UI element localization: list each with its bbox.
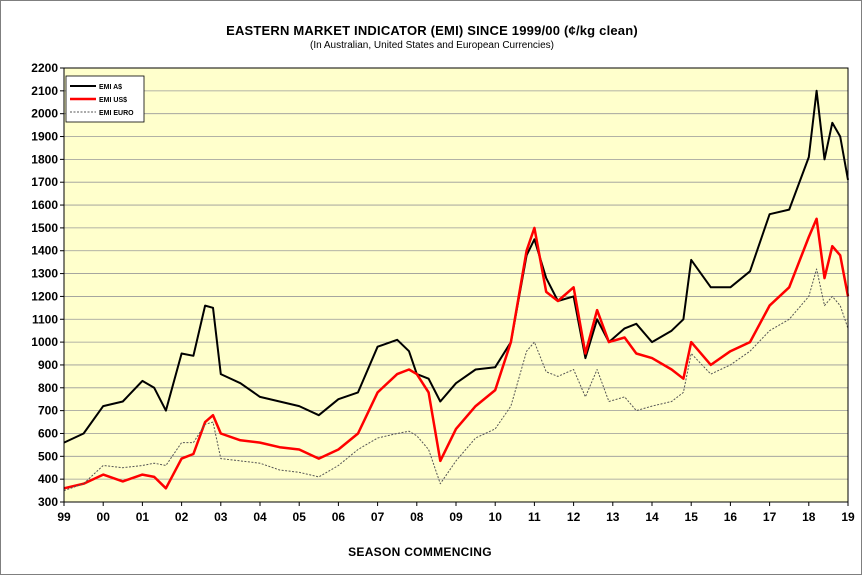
- y-tick-label: 1300: [31, 267, 58, 281]
- y-tick-label: 800: [38, 381, 58, 395]
- x-tick-label: 04: [253, 510, 267, 524]
- y-tick-label: 700: [38, 404, 58, 418]
- gridlines: [64, 90, 848, 480]
- y-tick-label: 1900: [31, 130, 58, 144]
- x-tick-label: 19: [841, 510, 855, 524]
- x-tick-label: 05: [293, 510, 307, 524]
- y-tick-label: 1500: [31, 221, 58, 235]
- series-lines: [63, 89, 850, 492]
- x-tick-label: 06: [332, 510, 346, 524]
- y-tick-label: 400: [38, 472, 58, 486]
- x-axis-label: SEASON COMMENCING: [348, 545, 492, 559]
- x-tick-label: 09: [449, 510, 463, 524]
- series-line: [63, 268, 849, 492]
- chart-subtitle: (In Australian, United States and Europe…: [309, 40, 555, 51]
- x-tick-label: 17: [763, 510, 777, 524]
- x-tick-label: 08: [410, 510, 424, 524]
- x-tick-label: 10: [489, 510, 503, 524]
- y-tick-label: 1400: [31, 244, 58, 258]
- y-tick-label: 2000: [31, 107, 58, 121]
- y-tick-label: 500: [38, 449, 58, 463]
- x-tick-label: 02: [175, 510, 189, 524]
- x-tick-label: 07: [371, 510, 385, 524]
- y-tick-label: 900: [38, 358, 58, 372]
- x-tick-label: 16: [724, 510, 738, 524]
- legend: EMI A$ EMI US$ EMI EURO: [65, 75, 145, 123]
- x-tick-label: 00: [97, 510, 111, 524]
- x-tick-label: 18: [802, 510, 816, 524]
- x-tick-label: 15: [685, 510, 699, 524]
- y-tick-label: 300: [38, 495, 58, 509]
- legend-label: EMI US$: [99, 97, 127, 104]
- y-tick-label: 1800: [31, 152, 58, 166]
- x-tick-label: 01: [136, 510, 150, 524]
- series-line: [63, 89, 849, 444]
- x-tick-label: 03: [214, 510, 228, 524]
- legend-label: EMI EURO: [99, 110, 134, 117]
- y-tick-label: 1200: [31, 289, 58, 303]
- x-tick-label: 12: [567, 510, 581, 524]
- chart-title: EASTERN MARKET INDICATOR (EMI) SINCE 199…: [226, 23, 638, 38]
- x-axis-ticks: 99 00 01 02 03 04 05 06 07 08 09 10 11 12 13 14 15 16 17 18…: [57, 502, 855, 524]
- legend-label: EMI A$: [99, 84, 122, 91]
- y-tick-label: 1000: [31, 335, 58, 349]
- y-tick-label: 2100: [31, 84, 58, 98]
- y-tick-label: 1700: [31, 175, 58, 189]
- plot-area: [64, 68, 848, 502]
- plot-border: [63, 67, 849, 503]
- x-tick-label: 13: [606, 510, 620, 524]
- x-tick-label: 99: [57, 510, 71, 524]
- x-tick-label: 11: [528, 510, 541, 524]
- y-tick-label: 1100: [32, 312, 58, 326]
- x-tick-label: 14: [645, 510, 659, 524]
- y-axis-ticks: 300 400 500 600 700 800 900 1000 1100 1200 1300 140…: [31, 61, 64, 509]
- y-tick-label: 600: [38, 426, 58, 440]
- y-tick-label: 1600: [31, 198, 58, 212]
- y-tick-label: 2200: [31, 61, 58, 75]
